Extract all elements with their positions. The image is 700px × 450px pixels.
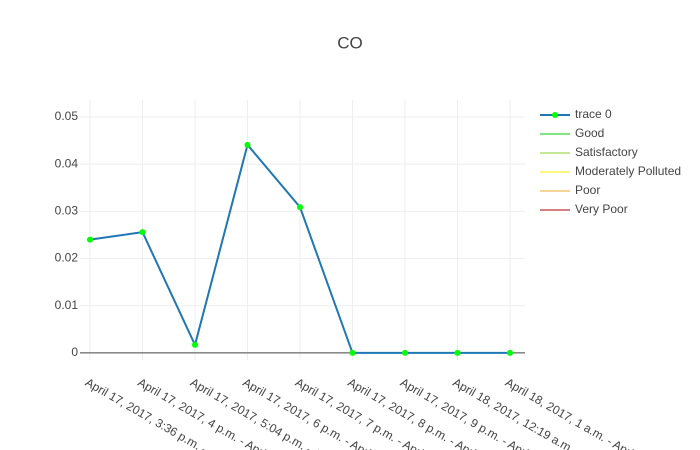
- marker: [244, 141, 251, 148]
- y-tick-label: 0.04: [55, 156, 79, 170]
- y-tick-label: 0: [71, 345, 78, 359]
- chart-title: CO: [337, 33, 363, 52]
- legend-label: trace 0: [575, 107, 612, 121]
- legend-label: Poor: [575, 183, 600, 197]
- marker: [507, 349, 513, 356]
- legend-marker: [552, 112, 558, 118]
- marker: [192, 341, 198, 348]
- y-tick-label: 0.01: [55, 298, 79, 312]
- y-tick-label: 0.03: [55, 204, 79, 218]
- marker: [402, 349, 408, 356]
- marker: [349, 349, 356, 356]
- marker: [297, 204, 303, 211]
- legend-label: Moderately Polluted: [575, 164, 681, 178]
- legend-label: Satisfactory: [575, 145, 638, 159]
- marker: [139, 229, 146, 236]
- y-tick-label: 0.05: [55, 109, 79, 123]
- legend-label: Very Poor: [575, 202, 628, 216]
- marker: [87, 236, 93, 243]
- y-tick-label: 0.02: [55, 251, 79, 265]
- marker: [454, 349, 461, 356]
- legend-label: Good: [575, 126, 604, 140]
